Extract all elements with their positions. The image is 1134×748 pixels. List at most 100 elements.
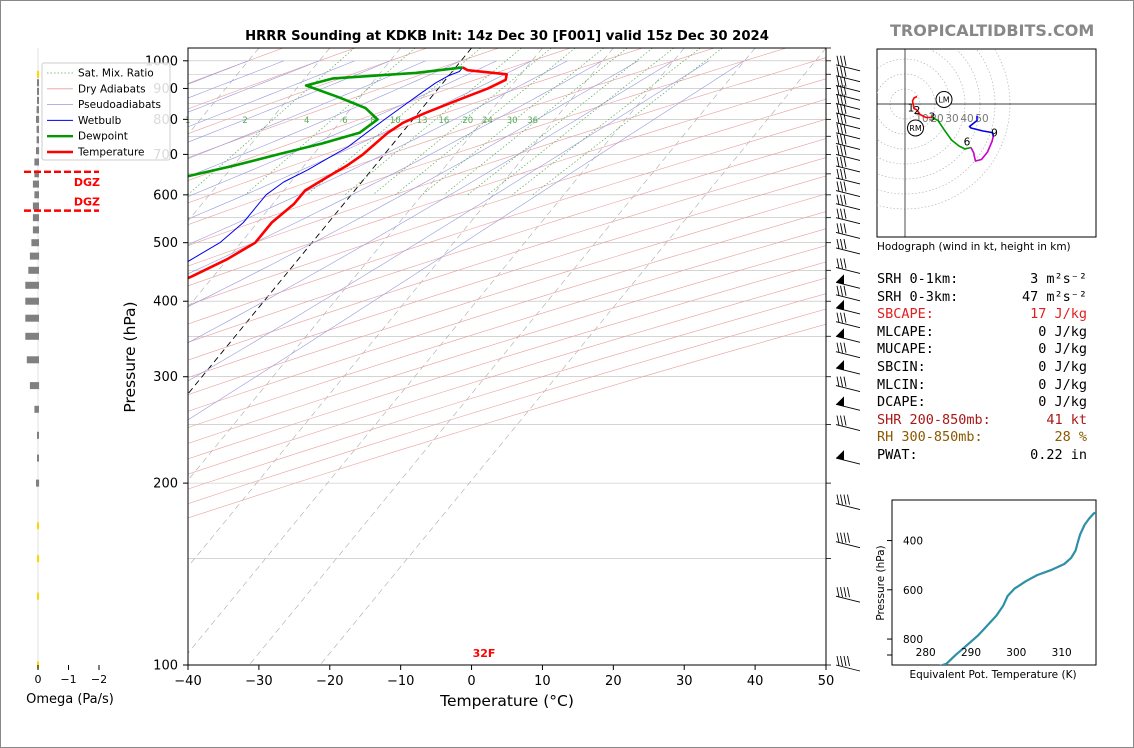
barb-feather — [843, 587, 847, 598]
omega-bar — [37, 454, 39, 462]
moist-adiabat — [188, 60, 568, 245]
moist-adiabat — [188, 60, 355, 128]
omega-tick-label: −1 — [60, 673, 76, 686]
sounding-stats: SRH 0-1km: 3 m²s⁻² SRH 0-3km: 47 m²s⁻² SBCAP… — [877, 271, 1097, 465]
dewpoint-line — [188, 66, 463, 178]
legend-box — [41, 62, 171, 161]
omega-bar — [37, 70, 39, 78]
barb-staff — [835, 142, 861, 150]
barb-staff — [835, 122, 861, 130]
omega-bar — [37, 79, 39, 87]
barb-feather — [840, 494, 843, 505]
hodo-height-label: 2 — [914, 105, 921, 117]
moist-adiabat — [188, 60, 710, 382]
barb-staff — [835, 64, 861, 72]
barb-feather — [843, 494, 847, 505]
omega-bar — [36, 479, 40, 487]
omega-bar — [34, 158, 39, 166]
mixing-ratio-label: 24 — [482, 116, 493, 126]
stat-label: SHR 200-850mb: — [877, 411, 991, 428]
dry-adiabat — [188, 308, 826, 505]
barb-feather — [843, 168, 847, 179]
barb-feather — [840, 312, 843, 323]
barb-feather — [836, 415, 840, 426]
barb-staff — [835, 321, 861, 329]
mixing-ratio-label: 20 — [462, 116, 473, 126]
omega-bar — [31, 239, 39, 247]
moist-adiabat — [188, 60, 674, 344]
barb-feather — [840, 194, 843, 205]
mixing-ratio-line — [532, 48, 723, 196]
barb-feather — [836, 655, 840, 667]
barb-staff — [835, 503, 861, 511]
wind-barb — [835, 415, 861, 432]
legend-label: Wetbulb — [78, 115, 122, 127]
wind-barb — [835, 450, 861, 465]
moist-adiabat — [188, 60, 745, 421]
stat-row: SBCIN: 0 J/kg — [877, 359, 1097, 377]
mixing-ratio-line — [244, 48, 416, 196]
dry-adiabat — [188, 48, 427, 134]
hodo-segment — [916, 109, 932, 119]
x-tick-label: −40 — [174, 674, 201, 689]
theta-e-line — [939, 511, 1096, 665]
barb-feather — [840, 655, 843, 667]
wind-barb — [835, 396, 861, 411]
barb-staff — [835, 190, 861, 197]
storm-motion-marker — [935, 91, 953, 108]
wind-barb — [835, 223, 861, 239]
stat-value: 0.22 in — [1030, 446, 1087, 463]
stat-row: SRH 0-3km: 47 m²s⁻² — [877, 289, 1097, 307]
barb-feather — [836, 494, 840, 505]
isotherm — [188, 48, 614, 568]
isotherm — [0, 48, 46, 665]
dgz-label: DGZ — [74, 196, 100, 209]
theta-e-ylabel: Pressure (hPa) — [875, 545, 887, 620]
mixing-ratio-label: 2 — [242, 116, 247, 126]
wetbulb-line — [188, 67, 464, 263]
barb-feather — [840, 285, 843, 296]
wind-barb — [835, 299, 861, 315]
barb-feather — [840, 532, 843, 543]
stat-value: 0 J/kg — [1038, 341, 1087, 358]
dry-adiabat — [188, 245, 826, 444]
wind-barb — [835, 360, 861, 375]
y-tick-label: 100 — [153, 659, 178, 674]
barb-feather — [843, 181, 847, 192]
barb-feather — [836, 208, 840, 219]
barb-feather — [847, 532, 850, 543]
barb-flag — [836, 450, 844, 461]
barb-feather — [843, 238, 847, 250]
theta-e-y-tick-label: 800 — [903, 634, 923, 646]
barb-staff — [835, 112, 861, 120]
barb-feather — [840, 113, 843, 124]
theta-e-box — [891, 499, 1097, 666]
barb-feather — [836, 103, 840, 114]
barb-staff — [835, 177, 861, 185]
wind-barb — [835, 258, 861, 274]
stat-row: DCAPE: 0 J/kg — [877, 394, 1097, 412]
barb-feather — [836, 66, 840, 77]
barb-feather — [836, 123, 840, 134]
stat-label: DCAPE: — [877, 394, 926, 411]
barb-feather — [840, 376, 843, 387]
x-tick-label: 0 — [467, 674, 475, 689]
barb-feather — [840, 342, 843, 353]
wind-barb — [835, 123, 861, 140]
omega-bars — [25, 70, 40, 669]
barb-feather — [836, 342, 840, 353]
hodo-height-label: 9 — [991, 128, 998, 140]
x-tick-label: 20 — [605, 674, 622, 689]
barb-staff — [835, 165, 861, 173]
omega-bar — [36, 106, 39, 114]
barb-feather — [840, 238, 843, 250]
barb-staff — [835, 231, 861, 239]
omega-bar — [34, 170, 39, 178]
barb-feather — [836, 76, 840, 87]
stat-value: 47 m²s⁻² — [1021, 288, 1087, 305]
moist-adiabat — [188, 60, 320, 113]
wind-barb — [835, 66, 861, 83]
wind-barb — [835, 494, 861, 511]
barb-flag — [836, 299, 844, 310]
barb-feather — [840, 168, 843, 179]
